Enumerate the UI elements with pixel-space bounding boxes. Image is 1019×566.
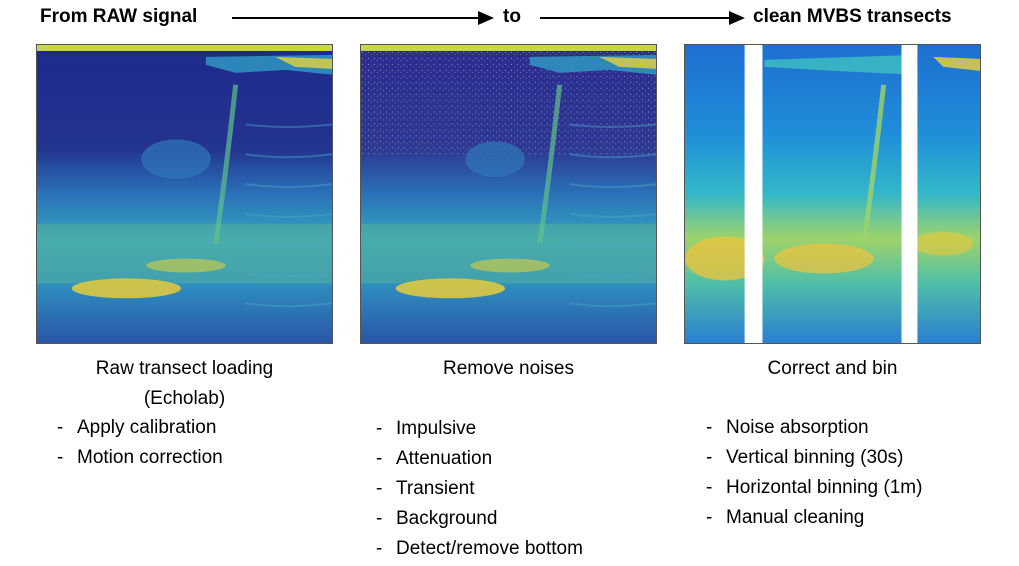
- panel-1-steps: Apply calibration Motion correction: [57, 413, 223, 473]
- from-raw-label: From RAW signal: [40, 6, 198, 27]
- denoised-echogram-image: [360, 44, 657, 344]
- panel-3-caption: Correct and bin: [684, 354, 981, 384]
- list-item: Vertical binning (30s): [706, 443, 922, 473]
- panel-2-steps: Impulsive Attenuation Transient Backgrou…: [376, 414, 583, 564]
- list-item: Detect/remove bottom: [376, 534, 583, 564]
- arrow-1-icon: [232, 11, 494, 25]
- panel-2-caption: Remove noises: [360, 354, 657, 384]
- list-item: Attenuation: [376, 444, 583, 474]
- panel-3-steps: Noise absorption Vertical binning (30s) …: [706, 413, 922, 533]
- arrow-2-icon: [540, 11, 745, 25]
- list-item: Manual cleaning: [706, 503, 922, 533]
- panel-1-title: Raw transect loading: [95, 358, 274, 379]
- list-item: Transient: [376, 474, 583, 504]
- clean-mvbs-label: clean MVBS transects: [753, 6, 952, 27]
- list-item: Apply calibration: [57, 413, 223, 443]
- list-item: Impulsive: [376, 414, 583, 444]
- list-item: Background: [376, 504, 583, 534]
- raw-echogram-image: [36, 44, 333, 344]
- list-item: Horizontal binning (1m): [706, 473, 922, 503]
- panel-1-subtitle: (Echolab): [143, 388, 226, 409]
- list-item: Noise absorption: [706, 413, 922, 443]
- mvbs-echogram-image: [684, 44, 981, 344]
- to-label: to: [503, 6, 521, 27]
- panel-3-title: Correct and bin: [767, 358, 898, 379]
- panel-1-caption: Raw transect loading (Echolab): [36, 354, 333, 414]
- panel-2-title: Remove noises: [443, 358, 574, 379]
- list-item: Motion correction: [57, 443, 223, 473]
